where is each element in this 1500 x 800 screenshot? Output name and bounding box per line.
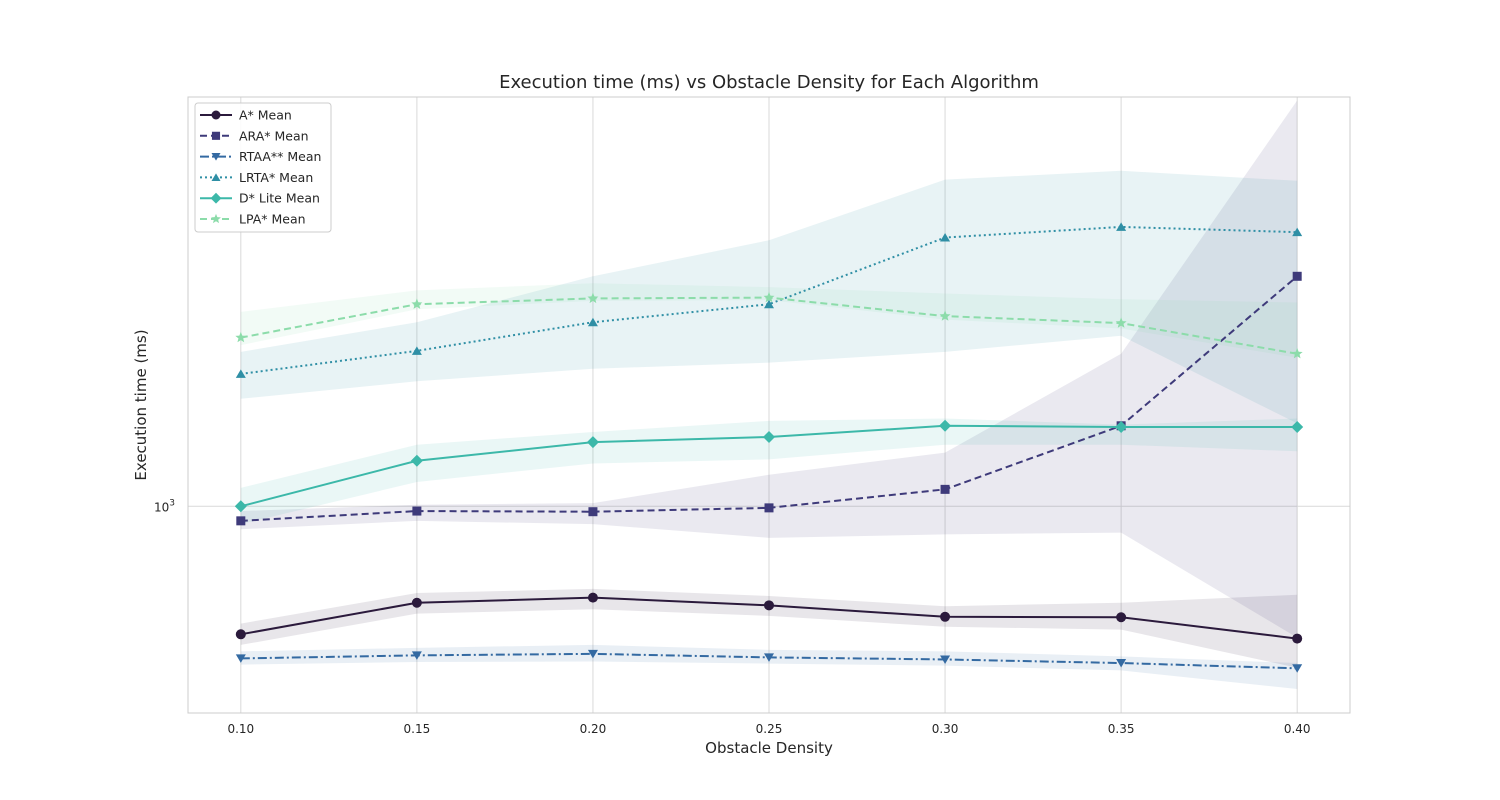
ara-star-mean-legend-marker	[211, 131, 221, 140]
a-star-mean-legend-marker	[211, 110, 221, 120]
d-star-lite-mean-legend-marker	[210, 192, 222, 204]
ara-star-mean-point	[588, 507, 598, 517]
plot-frame	[187, 96, 1351, 714]
lpa-star-mean-point	[939, 310, 951, 321]
lrta-star-mean-legend-marker	[211, 173, 221, 181]
lpa-star-mean-point	[1115, 317, 1127, 328]
lpa-star-mean-legend-label: LPA* Mean	[239, 212, 306, 227]
lpa-star-mean-point	[1291, 348, 1303, 359]
series-markers	[234, 222, 1304, 673]
d-star-lite-mean-point	[586, 436, 599, 449]
lrta-star-mean-point	[411, 346, 422, 355]
rtaa-star-star-mean-legend-label: RTAA** Mean	[239, 149, 321, 164]
x-tick-label: 0.40	[1284, 722, 1311, 736]
y-tick-labels: 103	[154, 498, 175, 514]
x-tick-label: 0.35	[1108, 722, 1135, 736]
ara-star-mean-legend-label: ARA* Mean	[239, 128, 309, 143]
d-star-lite-mean-point	[410, 454, 423, 467]
ara-star-mean-point	[412, 506, 422, 516]
ara-star-mean-band	[240, 100, 1298, 638]
rtaa-star-star-mean-legend-marker	[211, 153, 221, 161]
d-star-lite-mean-point	[1115, 421, 1128, 434]
lpa-star-mean-point	[587, 292, 599, 304]
x-tick-labels: 0.10 0.15 0.20 0.25 0.30 0.35 0.40	[227, 722, 1310, 736]
d-star-lite-mean-point	[234, 500, 247, 513]
a-star-mean-point	[411, 597, 422, 608]
ara-star-mean-point	[764, 503, 774, 513]
a-star-mean-point	[1292, 633, 1303, 644]
a-star-mean-point	[587, 592, 598, 603]
d-star-lite-mean-point	[763, 431, 775, 444]
a-star-mean-point	[764, 600, 774, 611]
y-tick-label: 103	[154, 498, 175, 514]
ara-star-mean-point	[1292, 271, 1302, 281]
ara-star-mean-point	[236, 516, 246, 526]
d-star-lite-mean-legend-label: D* Lite Mean	[239, 191, 320, 206]
lrta-star-mean-point	[940, 233, 951, 242]
d-star-lite-mean-point	[939, 419, 952, 432]
rtaa-star-star-mean-point	[764, 653, 774, 662]
a-star-mean-point	[940, 611, 951, 622]
lpa-star-mean-legend-marker	[211, 213, 221, 224]
rtaa-star-star-mean-band	[240, 644, 1298, 690]
lrta-star-mean-point	[235, 369, 246, 378]
rtaa-star-star-mean-point	[411, 651, 422, 660]
lrta-star-mean-legend-label: LRTA* Mean	[239, 170, 313, 185]
d-star-lite-mean-point	[1291, 421, 1304, 434]
rtaa-star-star-mean-point	[587, 649, 598, 659]
lpa-star-mean-point	[235, 331, 247, 343]
x-tick-label: 0.10	[227, 722, 254, 736]
lrta-star-mean-point	[1116, 222, 1127, 231]
chart-title: Execution time (ms) vs Obstacle Density …	[499, 72, 1039, 93]
a-star-mean-legend-label: A* Mean	[239, 108, 292, 123]
rtaa-star-star-mean-point	[1292, 664, 1303, 673]
a-star-mean-point	[235, 629, 246, 640]
x-axis-label: Obstacle Density	[705, 739, 833, 757]
a-star-mean-band	[240, 588, 1298, 668]
rtaa-star-star-mean-point	[940, 655, 951, 664]
x-tick-label: 0.25	[756, 722, 783, 736]
lrta-star-mean-point	[1292, 227, 1303, 237]
y-axis-label: Execution time (ms)	[132, 329, 150, 480]
x-tick-label: 0.30	[932, 722, 959, 736]
rtaa-star-star-mean-point	[235, 654, 246, 663]
d-star-lite-mean-band	[240, 418, 1298, 525]
lrta-star-mean-point	[764, 299, 774, 309]
a-star-mean-point	[1116, 612, 1127, 623]
x-tick-label: 0.15	[404, 722, 431, 736]
rtaa-star-star-mean-point	[1116, 659, 1127, 668]
ara-star-mean-point	[940, 484, 950, 494]
lrta-star-mean-point	[587, 317, 598, 327]
lpa-star-mean-point	[763, 291, 775, 303]
lpa-star-mean-point	[411, 298, 423, 309]
legend: A* Mean ARA* Mean RTAA** Mean LRTA* Mean D* …	[194, 102, 332, 233]
x-tick-label: 0.20	[580, 722, 607, 736]
